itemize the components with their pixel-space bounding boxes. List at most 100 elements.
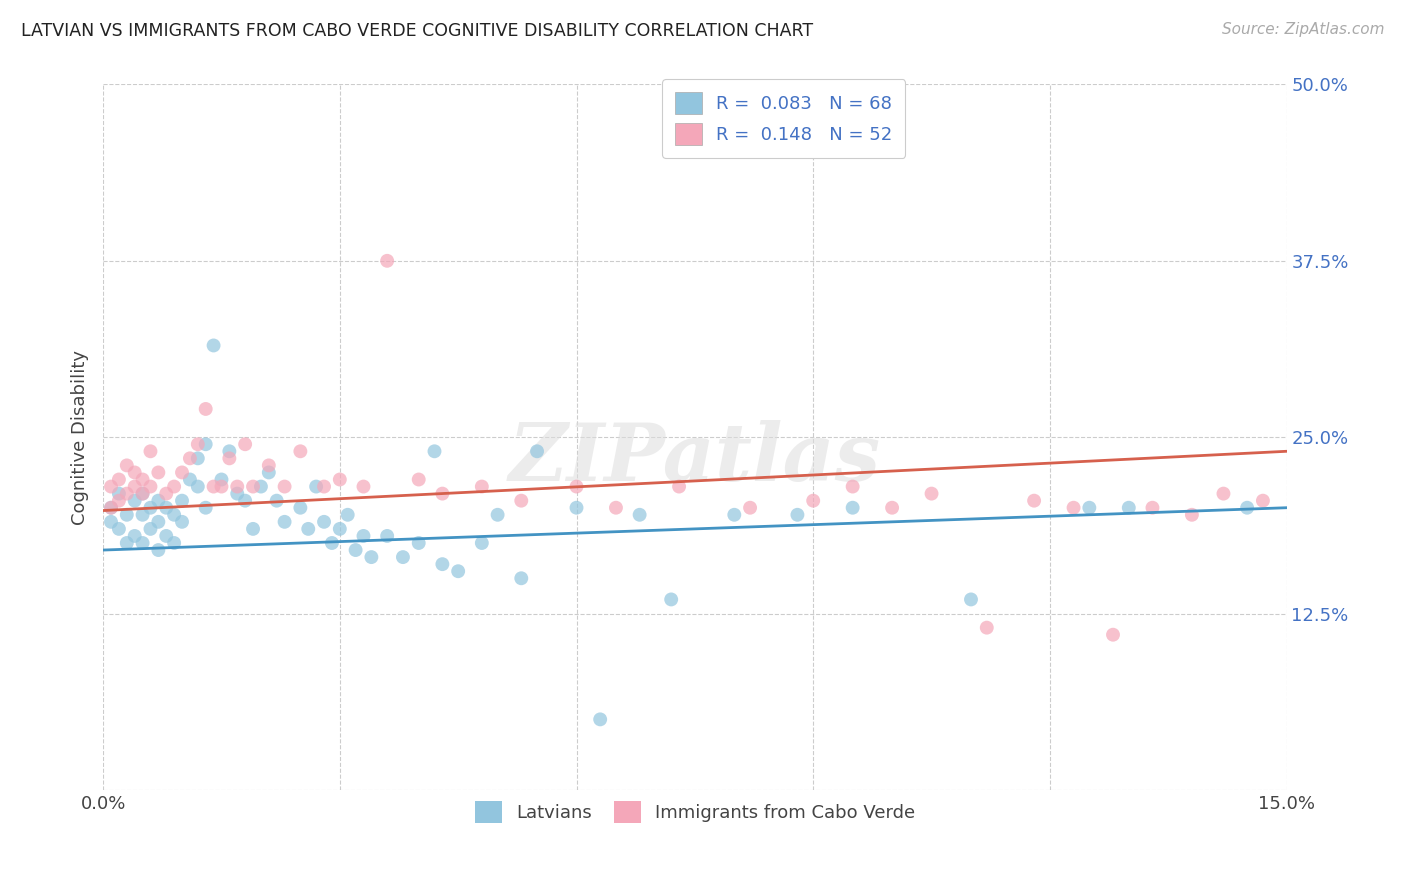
Point — [131, 473, 153, 487]
Point — [218, 451, 240, 466]
Point — [589, 712, 612, 726]
Point — [526, 444, 548, 458]
Point — [273, 479, 295, 493]
Text: LATVIAN VS IMMIGRANTS FROM CABO VERDE COGNITIVE DISABILITY CORRELATION CHART: LATVIAN VS IMMIGRANTS FROM CABO VERDE CO… — [21, 22, 813, 40]
Point — [139, 522, 162, 536]
Point — [124, 466, 146, 480]
Point — [257, 466, 280, 480]
Point — [392, 550, 415, 565]
Point — [131, 486, 153, 500]
Point — [202, 479, 225, 493]
Point — [329, 522, 352, 536]
Point — [187, 451, 209, 466]
Point — [375, 529, 398, 543]
Point — [1251, 493, 1274, 508]
Point — [202, 338, 225, 352]
Point — [312, 479, 335, 493]
Point — [273, 515, 295, 529]
Point — [738, 500, 761, 515]
Point — [432, 486, 454, 500]
Point — [124, 529, 146, 543]
Point — [297, 522, 319, 536]
Point — [148, 515, 170, 529]
Point — [131, 536, 153, 550]
Point — [155, 486, 177, 500]
Point — [148, 543, 170, 558]
Point — [179, 473, 201, 487]
Point — [375, 253, 398, 268]
Point — [148, 466, 170, 480]
Point — [841, 479, 863, 493]
Point — [921, 486, 943, 500]
Point — [100, 500, 122, 515]
Point — [250, 479, 273, 493]
Point — [1181, 508, 1204, 522]
Point — [1142, 500, 1164, 515]
Point — [163, 536, 186, 550]
Point — [242, 479, 264, 493]
Point — [1063, 500, 1085, 515]
Point — [226, 479, 249, 493]
Point — [100, 515, 122, 529]
Point — [179, 451, 201, 466]
Text: Source: ZipAtlas.com: Source: ZipAtlas.com — [1222, 22, 1385, 37]
Point — [976, 621, 998, 635]
Point — [360, 550, 382, 565]
Point — [131, 486, 153, 500]
Point — [170, 515, 193, 529]
Point — [329, 473, 352, 487]
Point — [124, 479, 146, 493]
Point — [115, 486, 138, 500]
Point — [1102, 628, 1125, 642]
Point — [801, 493, 824, 508]
Point — [108, 522, 131, 536]
Point — [486, 508, 509, 522]
Point — [408, 473, 430, 487]
Point — [1236, 500, 1258, 515]
Point — [423, 444, 446, 458]
Point — [353, 529, 375, 543]
Point — [786, 508, 808, 522]
Legend: Latvians, Immigrants from Cabo Verde: Latvians, Immigrants from Cabo Verde — [464, 790, 927, 834]
Point — [565, 479, 588, 493]
Point — [194, 401, 217, 416]
Point — [170, 466, 193, 480]
Point — [471, 479, 494, 493]
Point — [108, 486, 131, 500]
Point — [1024, 493, 1046, 508]
Point — [266, 493, 288, 508]
Point — [447, 564, 470, 578]
Point — [170, 493, 193, 508]
Y-axis label: Cognitive Disability: Cognitive Disability — [72, 350, 89, 524]
Point — [510, 493, 533, 508]
Point — [432, 557, 454, 571]
Point — [115, 536, 138, 550]
Point — [960, 592, 983, 607]
Point — [187, 479, 209, 493]
Point — [115, 508, 138, 522]
Point — [233, 493, 256, 508]
Point — [471, 536, 494, 550]
Point — [321, 536, 343, 550]
Point — [1212, 486, 1234, 500]
Point — [139, 500, 162, 515]
Point — [163, 508, 186, 522]
Point — [131, 508, 153, 522]
Text: ZIPatlas: ZIPatlas — [509, 419, 882, 497]
Point — [257, 458, 280, 473]
Point — [242, 522, 264, 536]
Point — [139, 444, 162, 458]
Point — [148, 493, 170, 508]
Point — [880, 500, 903, 515]
Point — [1078, 500, 1101, 515]
Point — [218, 444, 240, 458]
Point — [841, 500, 863, 515]
Point — [194, 437, 217, 451]
Point — [353, 479, 375, 493]
Point — [305, 479, 328, 493]
Point — [344, 543, 367, 558]
Point — [233, 437, 256, 451]
Point — [211, 479, 233, 493]
Point — [124, 493, 146, 508]
Point — [155, 500, 177, 515]
